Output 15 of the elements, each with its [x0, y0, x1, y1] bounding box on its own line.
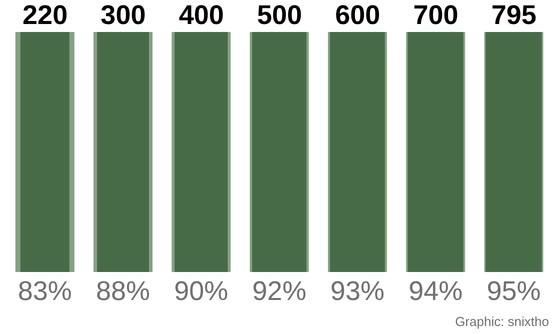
- data-label: 95%: [486, 276, 541, 306]
- category-label: 700: [413, 0, 458, 30]
- category-label: 600: [335, 0, 380, 30]
- data-label: 93%: [330, 276, 384, 306]
- text: Graphic: snixtho: [455, 314, 549, 329]
- data-label: 88%: [96, 276, 150, 306]
- data-label: 92%: [252, 276, 306, 306]
- category-label: 795: [491, 0, 536, 30]
- category-label: 300: [100, 0, 146, 30]
- category-label: 220: [22, 0, 68, 30]
- data-label: 83%: [18, 276, 72, 306]
- category-label: 500: [256, 0, 302, 30]
- data-label: 94%: [408, 276, 463, 306]
- category-label: 400: [178, 0, 224, 30]
- data-label: 90%: [174, 276, 228, 306]
